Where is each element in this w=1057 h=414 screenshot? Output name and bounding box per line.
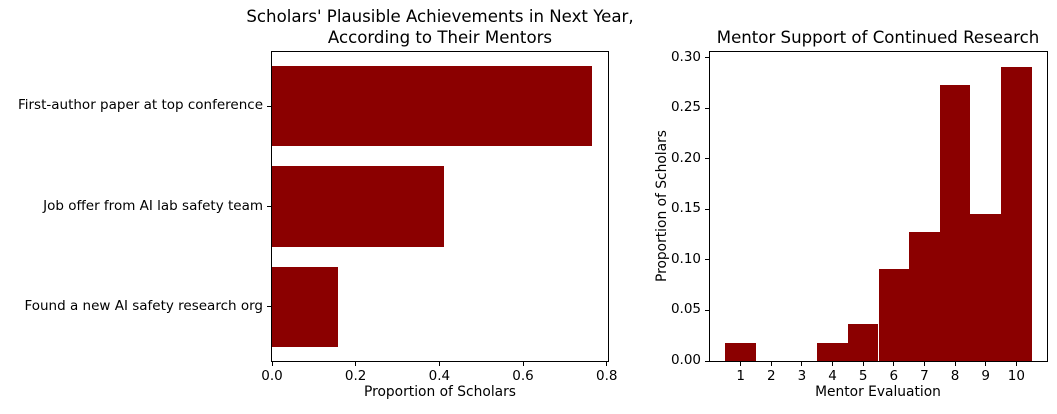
- y-tick-label: 0.00: [670, 352, 701, 368]
- x-tick-mark: [438, 362, 440, 366]
- right-x-axis-label: Mentor Evaluation: [815, 384, 941, 400]
- x-tick-label: 0.2: [344, 368, 367, 384]
- histogram-bar: [878, 269, 910, 361]
- left-chart-title-line1: Scholars' Plausible Achievements in Next…: [246, 7, 634, 26]
- x-tick-mark: [893, 362, 895, 366]
- y-tick-mark: [705, 107, 709, 109]
- y-tick-label: 0.10: [670, 250, 701, 267]
- x-tick-mark: [770, 362, 772, 366]
- x-tick-mark: [1015, 362, 1017, 366]
- x-tick-label: 0.4: [428, 368, 451, 384]
- histogram-bar: [847, 324, 879, 361]
- y-tick-mark: [705, 158, 709, 160]
- bar: [272, 166, 445, 247]
- x-tick-mark: [832, 362, 834, 366]
- y-tick-label: 0.15: [670, 200, 701, 217]
- x-tick-label: 10: [1007, 368, 1025, 384]
- bar: [272, 266, 338, 347]
- x-tick-label: 4: [828, 368, 837, 384]
- y-tick-label: Found a new AI safety research org: [24, 297, 263, 314]
- y-tick-mark: [705, 208, 709, 210]
- y-tick-label: Job offer from AI lab safety team: [43, 197, 263, 214]
- histogram-bar: [939, 85, 971, 361]
- histogram-bar: [909, 232, 940, 361]
- x-tick-mark: [606, 362, 608, 366]
- x-tick-mark: [355, 362, 357, 366]
- x-tick-label: 0.6: [512, 368, 534, 384]
- x-tick-label: 2: [766, 368, 776, 384]
- x-tick-mark: [954, 362, 956, 366]
- x-tick-mark: [522, 362, 524, 366]
- x-tick-label: 1: [736, 368, 745, 384]
- left-chart-title-line2: According to Their Mentors: [327, 28, 553, 48]
- x-tick-label: 9: [981, 368, 991, 384]
- y-tick-label: First-author paper at top conference: [17, 97, 263, 114]
- x-tick-label: 6: [889, 368, 899, 384]
- x-tick-label: 0.0: [261, 368, 283, 384]
- x-tick-mark: [271, 362, 273, 366]
- histogram-bar: [817, 342, 848, 361]
- y-tick-mark: [705, 57, 709, 59]
- left-plot-area: [271, 51, 609, 362]
- right-plot-area: [709, 51, 1048, 362]
- y-tick-mark: [267, 206, 271, 207]
- histogram-bar: [1001, 66, 1032, 361]
- y-tick-label: 0.25: [670, 99, 701, 116]
- x-tick-mark: [740, 362, 742, 366]
- left-x-axis-label: Proportion of Scholars: [364, 384, 516, 400]
- y-tick-mark: [705, 259, 709, 261]
- y-tick-mark: [705, 360, 709, 362]
- x-tick-label: 0.8: [595, 368, 618, 384]
- y-tick-label: 0.20: [670, 149, 701, 166]
- x-tick-label: 5: [858, 368, 868, 384]
- x-tick-mark: [862, 362, 864, 366]
- y-tick-label: 0.30: [670, 48, 701, 65]
- histogram-bar: [970, 213, 1002, 361]
- right-chart-title: Mentor Support of Continued Research: [716, 28, 1040, 47]
- x-tick-label: 8: [950, 368, 960, 384]
- y-tick-label: 0.05: [670, 301, 701, 318]
- x-tick-mark: [923, 362, 925, 366]
- left-chart-title: Scholars' Plausible Achievements in Next…: [246, 6, 633, 48]
- x-tick-mark: [985, 362, 987, 366]
- x-tick-label: 7: [920, 368, 929, 384]
- y-tick-mark: [267, 105, 271, 107]
- y-tick-mark: [705, 309, 709, 311]
- x-tick-label: 3: [797, 368, 807, 384]
- y-tick-mark: [267, 306, 271, 308]
- x-tick-mark: [801, 362, 803, 366]
- histogram-bar: [725, 342, 756, 361]
- bar: [272, 66, 593, 147]
